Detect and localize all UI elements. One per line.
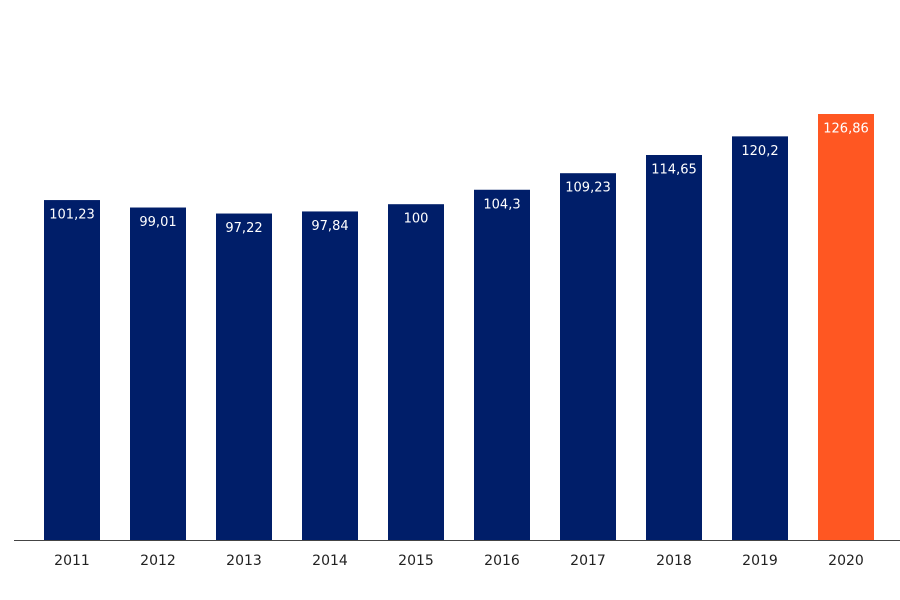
x-tick-label: 2013 <box>226 553 262 569</box>
bar <box>560 173 616 540</box>
bar <box>818 114 874 540</box>
bar <box>732 136 788 540</box>
value-label: 114,65 <box>651 163 697 178</box>
x-tick-label: 2019 <box>742 553 778 569</box>
value-label: 99,01 <box>139 215 176 230</box>
value-label: 120,2 <box>741 144 778 159</box>
bar <box>646 155 702 540</box>
x-tick-label: 2012 <box>140 553 176 569</box>
x-tick-label: 2014 <box>312 553 348 569</box>
bar <box>44 200 100 540</box>
x-tick-label: 2020 <box>828 553 864 569</box>
bar <box>130 207 186 540</box>
bar <box>388 204 444 540</box>
value-label: 100 <box>404 212 429 227</box>
x-tick-label: 2017 <box>570 553 606 569</box>
bar <box>474 189 530 541</box>
value-label: 97,22 <box>225 221 262 236</box>
value-label: 101,23 <box>49 208 95 223</box>
bar <box>302 211 358 540</box>
bar <box>216 213 272 540</box>
value-label: 104,3 <box>483 197 520 212</box>
x-tick-label: 2015 <box>398 553 434 569</box>
x-tick-label: 2016 <box>484 553 520 569</box>
x-tick-label: 2018 <box>656 553 692 569</box>
value-label: 126,86 <box>823 122 869 137</box>
value-label: 97,84 <box>311 219 348 234</box>
x-tick-label: 2011 <box>54 553 90 569</box>
value-label: 109,23 <box>565 181 611 196</box>
